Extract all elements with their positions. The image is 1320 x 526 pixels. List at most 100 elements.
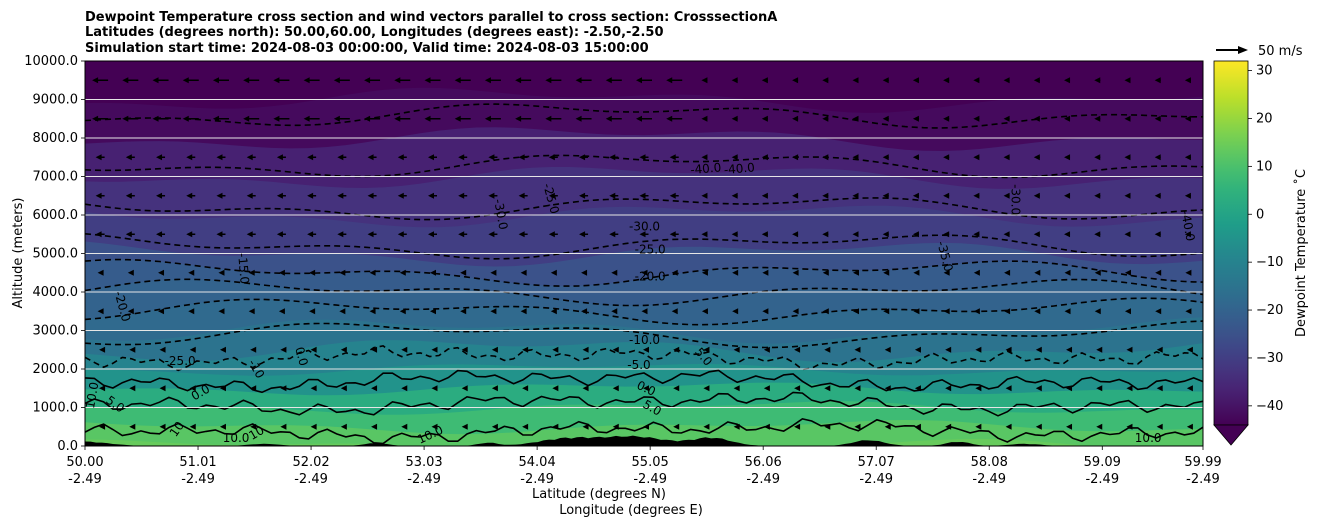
wind-vector-head — [732, 308, 739, 315]
wind-vector-head — [731, 115, 738, 122]
wind-vector-head — [701, 231, 708, 238]
wind-vector-head — [97, 269, 104, 276]
wind-vector-head — [1005, 423, 1012, 430]
wind-vector-head — [129, 423, 136, 430]
wind-vector-head — [973, 192, 980, 199]
wind-vector-head — [792, 77, 799, 84]
wind-vector-head — [1033, 77, 1040, 84]
wind-vector-head — [490, 269, 497, 276]
wind-vector-head — [340, 346, 347, 353]
wind-vector-head — [1124, 77, 1131, 84]
wind-vector-head — [1094, 77, 1101, 84]
wind-vector-head — [189, 346, 196, 353]
x-tick-label-lon: -2.49 — [633, 472, 667, 487]
wind-vector-head — [854, 423, 861, 430]
terrain-area — [85, 435, 1203, 446]
wind-vector-head — [973, 269, 980, 276]
wind-vector-head — [1154, 115, 1161, 122]
wind-vector-head — [581, 308, 588, 315]
wind-vector-head — [367, 231, 374, 238]
wind-vector-head — [1184, 192, 1191, 199]
wind-vector-head — [309, 269, 316, 276]
chart-title-line-2: Latitudes (degrees north): 50.00,60.00, … — [85, 25, 664, 40]
wind-vector-head — [669, 154, 676, 161]
contour-label: 10 — [246, 423, 266, 443]
wind-vector-head — [1033, 231, 1040, 238]
wind-vector-head — [273, 115, 280, 122]
wind-vector-head — [733, 423, 740, 430]
wind-vector-head — [458, 154, 465, 161]
x-tick-label-lat: 53.03 — [405, 455, 442, 470]
x-tick-label-lon: -2.49 — [294, 472, 328, 487]
wind-vector-head — [246, 231, 253, 238]
wind-vector-head — [212, 115, 219, 122]
wind-vector-head — [219, 346, 226, 353]
wind-vector-head — [943, 192, 950, 199]
wind-vector-head — [703, 346, 710, 353]
wind-vector-head — [1034, 269, 1041, 276]
wind-vector-head — [943, 77, 950, 84]
wind-vector-head — [276, 192, 283, 199]
wind-vector-head — [488, 192, 495, 199]
contour-dashed — [85, 258, 1203, 287]
wind-vector-head — [822, 154, 829, 161]
wind-vector-head — [1005, 346, 1012, 353]
wind-vector-head — [1124, 269, 1131, 276]
wind-vector-head — [822, 192, 829, 199]
wind-vector-head — [1154, 154, 1161, 161]
wind-vector-head — [822, 77, 829, 84]
contour-dashed — [85, 320, 1203, 349]
wind-vector-head — [1035, 423, 1042, 430]
wind-vector-head — [1035, 346, 1042, 353]
field-band — [85, 420, 1203, 446]
wind-vector-head — [1124, 154, 1131, 161]
wind-vector-head — [127, 269, 134, 276]
wind-vector-head — [761, 77, 768, 84]
wind-vector-head — [1096, 346, 1103, 353]
wind-vector-head — [1064, 77, 1071, 84]
wind-vector-head — [307, 192, 314, 199]
wind-vector-head — [429, 308, 436, 315]
contour-label: -25.0 — [165, 354, 196, 368]
wind-vector-head — [1003, 154, 1010, 161]
wind-vector-head — [609, 231, 616, 238]
contour-dashed — [85, 278, 1203, 307]
wind-vector-head — [156, 192, 163, 199]
wind-vector-head — [731, 77, 738, 84]
colorbar-tick-label: −40 — [1256, 399, 1283, 414]
wind-vector-head — [1094, 115, 1101, 122]
wind-vector-head — [273, 77, 280, 84]
wind-vector-head — [975, 385, 982, 392]
x-tick-label-lat: 57.07 — [858, 455, 895, 470]
wind-vector-head — [733, 385, 740, 392]
wind-vector-head — [427, 154, 434, 161]
wind-vector-head — [852, 231, 859, 238]
wind-vector-head — [1124, 115, 1131, 122]
wind-vector-head — [1064, 231, 1071, 238]
wind-vector-head — [125, 192, 132, 199]
wind-vector-head — [1126, 385, 1133, 392]
contour-label: -10.0 — [629, 333, 660, 347]
wind-vector-head — [461, 346, 468, 353]
wind-vector-head — [1066, 423, 1073, 430]
wind-vector-head — [914, 385, 921, 392]
x-tick-label-lat: 56.06 — [745, 455, 782, 470]
wind-vector-head — [397, 154, 404, 161]
wind-vector-head — [246, 192, 253, 199]
wind-vector-head — [1156, 423, 1163, 430]
wind-vector-head — [159, 385, 166, 392]
wind-vector-head — [212, 77, 219, 84]
wind-vector-head — [333, 115, 340, 122]
contour-label: -40.0 — [723, 160, 755, 177]
wind-vector-head — [1096, 385, 1103, 392]
wind-vector-head — [340, 385, 347, 392]
wind-vector-head — [762, 269, 769, 276]
wind-vector-head — [431, 423, 438, 430]
wind-vector-head — [733, 346, 740, 353]
wind-vector-head — [156, 231, 163, 238]
wind-vector-head — [307, 154, 314, 161]
wind-vector-head — [1003, 115, 1010, 122]
colorbar-label: Dewpoint Temperature ˚C — [1293, 169, 1309, 337]
wind-vector-head — [431, 385, 438, 392]
wind-vector-head — [913, 308, 920, 315]
